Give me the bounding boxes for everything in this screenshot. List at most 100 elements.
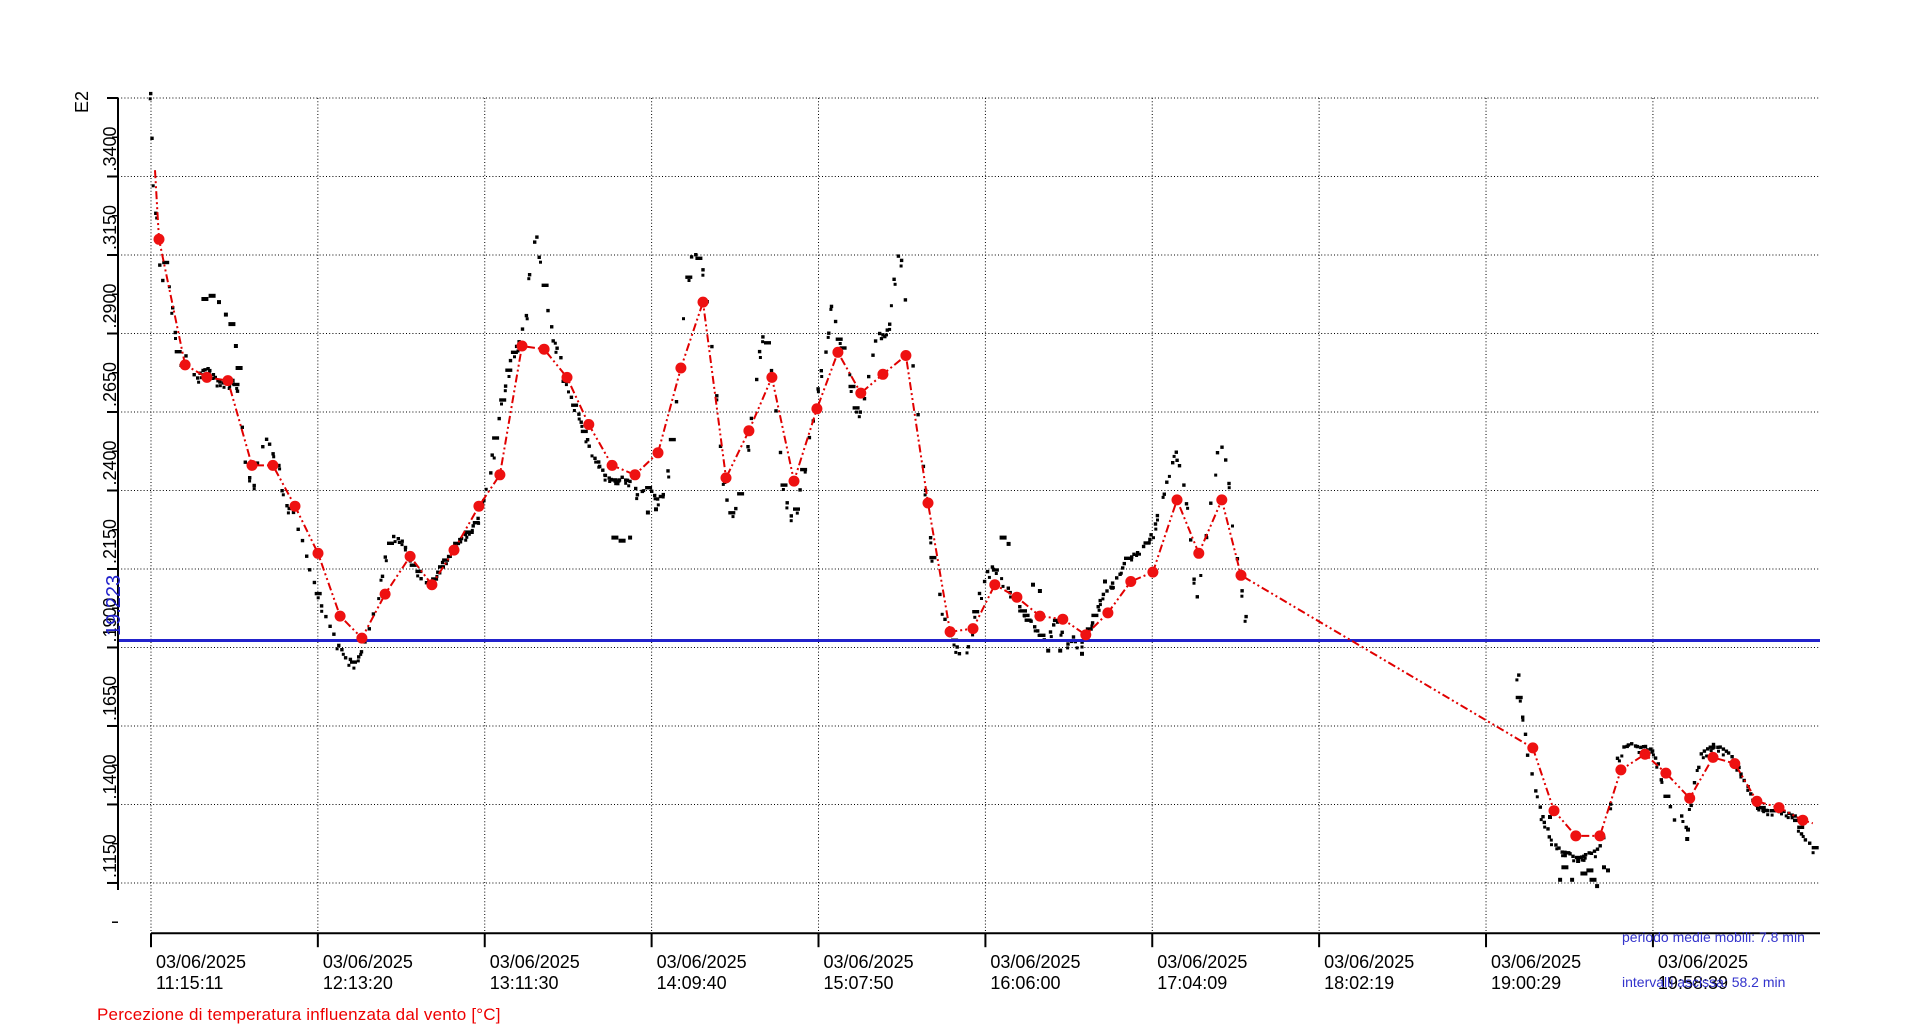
- raw-data-point: [525, 317, 529, 321]
- x-axis-tick-date: 03/06/2025: [657, 952, 747, 972]
- raw-data-point: [218, 384, 222, 388]
- raw-data-point: [1525, 753, 1530, 757]
- raw-data-point: [682, 317, 685, 321]
- raw-data-point: [539, 260, 542, 264]
- raw-data-point: [286, 511, 290, 515]
- raw-data-point: [1515, 678, 1519, 682]
- raw-data-point: [1143, 541, 1151, 545]
- raw-data-point: [1563, 851, 1571, 855]
- raw-data-point: [228, 384, 232, 388]
- raw-data-point: [1153, 522, 1158, 526]
- raw-data-point: [943, 617, 947, 621]
- raw-data-point: [332, 632, 336, 636]
- raw-data-point: [520, 327, 525, 331]
- raw-data-point: [203, 368, 207, 372]
- raw-data-point: [1656, 762, 1660, 766]
- raw-data-point: [930, 559, 934, 563]
- raw-data-point: [603, 478, 607, 482]
- moving-average-marker: [1751, 795, 1763, 807]
- x-axis-tick-time: 13:11:30: [490, 973, 559, 993]
- raw-data-point: [1130, 555, 1134, 559]
- raw-data-point: [1547, 835, 1551, 839]
- raw-data-point: [211, 373, 216, 377]
- raw-data-point: [1124, 556, 1131, 560]
- raw-data-point: [888, 322, 892, 326]
- raw-data-point: [819, 369, 823, 373]
- moving-average-marker: [900, 350, 912, 361]
- raw-data-point: [867, 374, 871, 379]
- raw-data-point: [903, 298, 908, 302]
- raw-data-point: [1066, 642, 1070, 646]
- raw-data-point: [598, 464, 602, 469]
- raw-data-point: [1220, 445, 1224, 449]
- x-axis-tick-time: 16:06:00: [990, 973, 1060, 993]
- raw-data-point: [550, 325, 554, 329]
- raw-data-point: [359, 650, 364, 654]
- x-axis-tick-date: 03/06/2025: [490, 952, 580, 972]
- raw-data-point: [994, 572, 998, 575]
- y-axis-tick-label: .1900: [100, 597, 120, 642]
- raw-data-point: [658, 494, 663, 499]
- moving-average-marker: [989, 579, 1001, 591]
- raw-data-point: [1135, 554, 1139, 557]
- moving-average-marker: [1570, 830, 1582, 842]
- y-axis-scale-label: E2: [72, 91, 92, 113]
- raw-data-point: [1721, 753, 1725, 757]
- raw-data-point: [1227, 486, 1231, 490]
- moving-average-marker: [494, 469, 506, 481]
- raw-data-point: [793, 507, 800, 511]
- raw-data-point: [440, 560, 445, 565]
- raw-data-point: [215, 384, 219, 388]
- raw-data-point: [227, 387, 231, 390]
- moving-average-marker: [404, 550, 416, 562]
- raw-data-point: [789, 514, 793, 518]
- raw-data-point: [1534, 789, 1538, 793]
- raw-data-point: [1148, 537, 1152, 542]
- raw-data-point: [1790, 816, 1794, 820]
- raw-data-point: [340, 648, 344, 652]
- moving-average-marker: [1171, 494, 1183, 506]
- raw-data-point: [785, 501, 789, 505]
- raw-data-point: [1162, 492, 1166, 496]
- raw-data-point: [1535, 795, 1539, 799]
- raw-data-point: [1635, 744, 1639, 749]
- moving-average-marker: [1594, 830, 1606, 842]
- raw-data-point: [1739, 775, 1743, 779]
- raw-data-point: [597, 460, 601, 464]
- raw-data-point: [171, 306, 175, 310]
- raw-data-point: [1749, 792, 1753, 796]
- raw-data-point: [1033, 625, 1037, 629]
- raw-data-point: [656, 503, 660, 507]
- raw-data-point: [1659, 778, 1663, 782]
- raw-data-point: [1101, 597, 1105, 601]
- raw-data-point: [555, 346, 559, 350]
- raw-outlier-point: [233, 344, 238, 348]
- raw-data-point: [1122, 561, 1126, 566]
- raw-data-point: [829, 307, 833, 311]
- raw-data-point: [577, 412, 581, 416]
- raw-data-point: [533, 240, 537, 244]
- raw-data-point: [634, 486, 638, 491]
- raw-data-point: [551, 339, 555, 343]
- raw-data-point: [527, 273, 532, 277]
- raw-data-point: [1052, 618, 1060, 623]
- raw-data-point: [1730, 755, 1734, 759]
- moving-average-marker: [583, 419, 595, 430]
- raw-data-point: [1138, 552, 1141, 556]
- raw-data-point: [1038, 633, 1046, 637]
- raw-data-point: [541, 283, 549, 287]
- raw-data-point: [849, 390, 853, 393]
- raw-data-point: [1192, 581, 1196, 585]
- raw-data-point: [1568, 852, 1572, 856]
- raw-data-point: [689, 255, 694, 259]
- raw-data-point: [1000, 577, 1004, 581]
- raw-data-point: [300, 538, 305, 543]
- raw-data-point: [1709, 749, 1713, 753]
- raw-data-point: [873, 339, 878, 343]
- raw-data-point: [419, 577, 423, 581]
- raw-data-point: [579, 420, 583, 424]
- raw-data-point: [1549, 838, 1553, 842]
- raw-data-point: [614, 482, 618, 486]
- raw-data-point: [567, 390, 570, 394]
